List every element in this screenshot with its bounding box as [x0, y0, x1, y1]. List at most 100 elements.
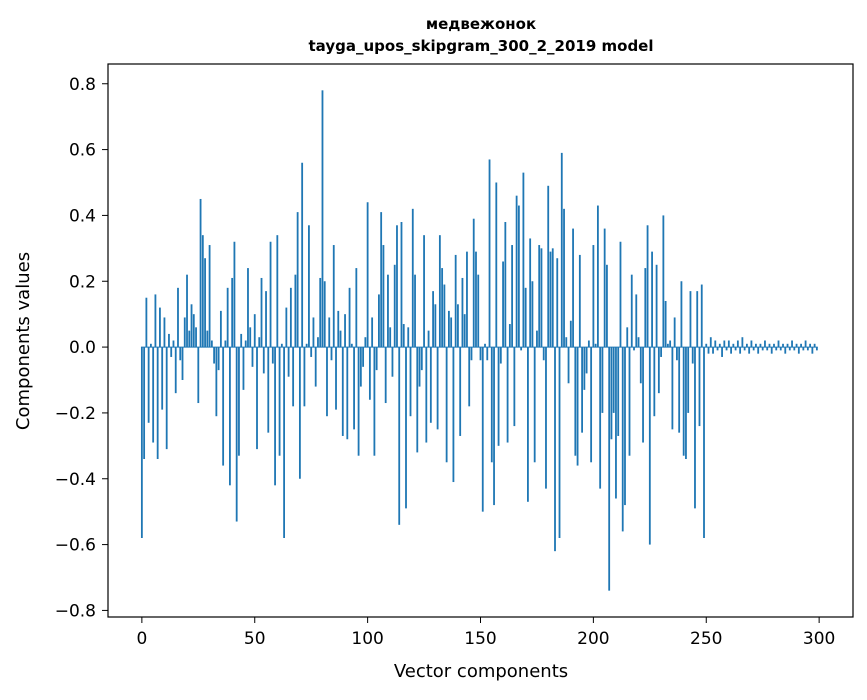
bar: [289, 287, 292, 348]
bar: [687, 347, 690, 413]
bar: [323, 281, 326, 348]
bar: [594, 343, 597, 348]
bar: [782, 343, 784, 348]
bar: [308, 225, 310, 348]
bar: [371, 317, 374, 348]
bar: [181, 347, 184, 380]
bar: [511, 245, 514, 348]
bar: [335, 347, 337, 410]
bar: [174, 347, 177, 394]
bar: [312, 317, 315, 348]
bar: [606, 264, 608, 348]
bar: [247, 268, 249, 348]
bar: [486, 347, 489, 361]
bar: [709, 337, 712, 348]
bar: [364, 337, 367, 348]
bar: [809, 343, 812, 348]
bar: [587, 340, 590, 348]
bar: [515, 195, 518, 348]
x-axis-label: Vector components: [394, 661, 568, 682]
bar: [319, 277, 322, 348]
bar: [224, 340, 227, 348]
bar: [192, 314, 195, 348]
bar: [642, 347, 644, 443]
bar: [779, 347, 782, 351]
bar: [619, 241, 622, 348]
bar: [459, 347, 462, 436]
bar: [533, 347, 536, 463]
bar: [475, 251, 477, 348]
bar: [791, 340, 793, 348]
bar: [547, 185, 550, 348]
bar: [405, 347, 407, 509]
bar: [314, 347, 317, 387]
bar: [524, 287, 527, 348]
bar: [538, 245, 541, 348]
bar: [231, 277, 234, 348]
bar: [328, 317, 331, 348]
bar: [447, 310, 450, 348]
y-tick-label: 0.2: [69, 272, 96, 292]
bar: [357, 347, 360, 456]
x-tick-label: 0: [136, 629, 147, 649]
bar: [657, 347, 660, 394]
bar: [549, 251, 552, 348]
bar: [201, 235, 204, 348]
x-tick-label: 200: [577, 629, 609, 649]
bar: [714, 340, 717, 348]
bar: [576, 347, 579, 466]
bar: [721, 347, 723, 357]
bar: [262, 347, 265, 374]
bar: [673, 317, 676, 348]
y-tick-label: 0.0: [69, 338, 96, 358]
bar: [411, 208, 414, 348]
bar: [274, 347, 276, 486]
bar: [748, 347, 751, 354]
x-axis: 0 50 100 150 200 250 300: [136, 617, 835, 649]
bar: [567, 347, 570, 384]
bar: [660, 347, 663, 357]
bar: [768, 343, 771, 348]
bar: [445, 347, 448, 463]
bar: [624, 347, 626, 506]
bar: [429, 347, 432, 423]
bar: [775, 347, 778, 351]
bar: [599, 347, 602, 489]
bar: [766, 347, 769, 351]
bar: [508, 324, 511, 348]
bar: [382, 245, 385, 348]
bar: [743, 347, 746, 351]
bar: [414, 274, 416, 348]
bar: [418, 347, 421, 387]
bar: [366, 202, 369, 348]
bar: [513, 347, 516, 427]
y-tick-label: 0.4: [69, 206, 96, 226]
bar: [470, 347, 473, 361]
bar: [222, 347, 225, 466]
bar: [479, 347, 482, 361]
bar: [427, 330, 430, 348]
bar: [569, 320, 572, 348]
bar: [253, 314, 256, 348]
bar: [183, 317, 186, 348]
bar: [436, 347, 439, 430]
bar: [344, 314, 346, 348]
bar: [213, 347, 216, 364]
y-tick-label: 0.8: [69, 75, 96, 95]
bar: [326, 347, 328, 417]
bar: [149, 343, 152, 348]
bar: [219, 310, 222, 348]
bar: [292, 347, 295, 407]
bar: [664, 301, 667, 348]
bar: [488, 159, 491, 348]
bar: [786, 343, 789, 348]
bar: [734, 347, 737, 351]
bar: [633, 347, 635, 351]
bar: [416, 347, 419, 453]
x-tick-label: 50: [244, 629, 266, 649]
bar: [520, 347, 523, 351]
bar: [269, 241, 272, 348]
bar: [434, 304, 437, 348]
bar: [452, 347, 455, 483]
